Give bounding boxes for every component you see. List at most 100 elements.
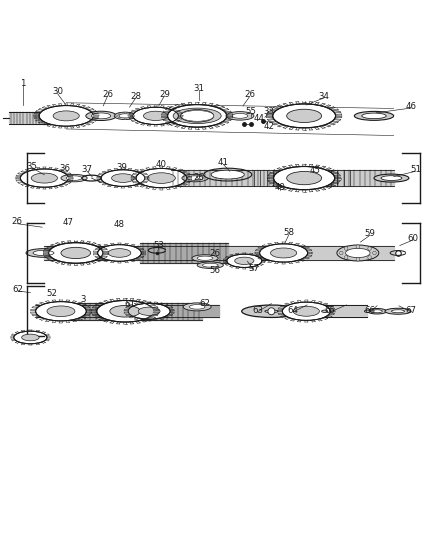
Circle shape xyxy=(130,113,132,115)
Ellipse shape xyxy=(112,174,134,182)
Ellipse shape xyxy=(110,305,141,317)
Ellipse shape xyxy=(108,249,131,257)
Ellipse shape xyxy=(374,174,409,182)
Ellipse shape xyxy=(180,110,214,122)
Text: 61: 61 xyxy=(124,300,135,309)
Text: 56: 56 xyxy=(209,266,220,276)
Text: 39: 39 xyxy=(117,163,127,172)
Circle shape xyxy=(133,115,134,117)
Ellipse shape xyxy=(337,245,379,261)
Ellipse shape xyxy=(98,245,141,261)
Ellipse shape xyxy=(138,307,160,316)
Text: 30: 30 xyxy=(52,87,63,96)
Ellipse shape xyxy=(183,303,211,311)
Ellipse shape xyxy=(66,176,82,180)
Ellipse shape xyxy=(273,104,336,128)
Circle shape xyxy=(356,257,360,261)
Circle shape xyxy=(344,256,348,259)
Text: 26: 26 xyxy=(102,90,113,99)
Text: 48: 48 xyxy=(113,220,124,229)
Ellipse shape xyxy=(392,310,405,313)
Text: 40: 40 xyxy=(156,160,167,169)
Ellipse shape xyxy=(226,111,254,120)
Ellipse shape xyxy=(148,173,175,183)
Text: 63: 63 xyxy=(252,305,263,314)
Ellipse shape xyxy=(133,107,178,125)
Ellipse shape xyxy=(211,170,244,179)
Circle shape xyxy=(368,256,371,259)
Ellipse shape xyxy=(346,248,370,257)
Circle shape xyxy=(344,247,348,251)
Text: 58: 58 xyxy=(283,228,294,237)
Text: 59: 59 xyxy=(364,229,375,238)
Ellipse shape xyxy=(14,331,47,344)
Text: 42: 42 xyxy=(264,122,275,131)
Circle shape xyxy=(268,308,275,315)
Text: 26: 26 xyxy=(194,173,205,182)
Text: 44: 44 xyxy=(254,114,265,123)
Ellipse shape xyxy=(31,173,57,183)
Text: 36: 36 xyxy=(60,164,71,173)
Text: 45: 45 xyxy=(310,166,321,175)
Ellipse shape xyxy=(189,305,205,309)
Text: 65: 65 xyxy=(325,305,336,314)
Text: 53: 53 xyxy=(153,241,164,250)
Ellipse shape xyxy=(167,104,227,127)
Ellipse shape xyxy=(192,255,218,262)
Ellipse shape xyxy=(47,306,75,317)
Text: 29: 29 xyxy=(159,90,170,99)
Ellipse shape xyxy=(271,248,297,258)
Ellipse shape xyxy=(385,308,411,314)
Ellipse shape xyxy=(173,108,221,124)
Circle shape xyxy=(116,115,117,117)
Ellipse shape xyxy=(97,301,153,322)
Ellipse shape xyxy=(287,109,321,123)
Circle shape xyxy=(118,113,120,115)
Text: 37: 37 xyxy=(81,165,93,174)
Ellipse shape xyxy=(21,334,39,341)
Ellipse shape xyxy=(33,251,54,255)
Ellipse shape xyxy=(293,306,319,316)
Text: 64: 64 xyxy=(288,305,299,314)
Ellipse shape xyxy=(321,310,328,312)
Text: 34: 34 xyxy=(318,92,329,101)
Ellipse shape xyxy=(49,243,103,263)
Text: 49: 49 xyxy=(275,183,286,192)
Text: 66: 66 xyxy=(364,305,375,314)
Circle shape xyxy=(124,118,126,120)
Text: 62: 62 xyxy=(200,299,211,308)
Ellipse shape xyxy=(367,309,387,314)
Ellipse shape xyxy=(204,168,252,181)
Circle shape xyxy=(373,251,376,255)
Text: 60: 60 xyxy=(408,233,419,243)
Text: 67: 67 xyxy=(406,305,417,314)
Ellipse shape xyxy=(235,257,254,264)
Text: 26: 26 xyxy=(209,249,220,258)
Text: 35: 35 xyxy=(27,161,38,171)
Text: 47: 47 xyxy=(63,219,74,228)
Circle shape xyxy=(339,251,343,255)
Ellipse shape xyxy=(381,176,402,181)
Text: 33: 33 xyxy=(264,107,275,116)
Ellipse shape xyxy=(39,106,93,126)
Text: 57: 57 xyxy=(248,264,259,273)
Circle shape xyxy=(118,117,120,119)
Ellipse shape xyxy=(114,112,136,119)
Text: 46: 46 xyxy=(406,102,417,111)
Ellipse shape xyxy=(202,263,218,267)
Circle shape xyxy=(130,117,132,119)
Circle shape xyxy=(124,112,126,114)
Text: 31: 31 xyxy=(194,84,205,93)
Text: 62: 62 xyxy=(13,285,24,294)
Ellipse shape xyxy=(136,168,187,188)
Ellipse shape xyxy=(86,111,117,120)
Ellipse shape xyxy=(35,302,86,321)
Ellipse shape xyxy=(232,114,248,118)
Ellipse shape xyxy=(242,305,301,318)
Ellipse shape xyxy=(354,111,394,120)
Text: 26: 26 xyxy=(12,217,23,227)
Circle shape xyxy=(368,247,371,251)
Text: 51: 51 xyxy=(410,165,421,174)
Text: 55: 55 xyxy=(246,107,257,116)
Ellipse shape xyxy=(362,113,386,119)
